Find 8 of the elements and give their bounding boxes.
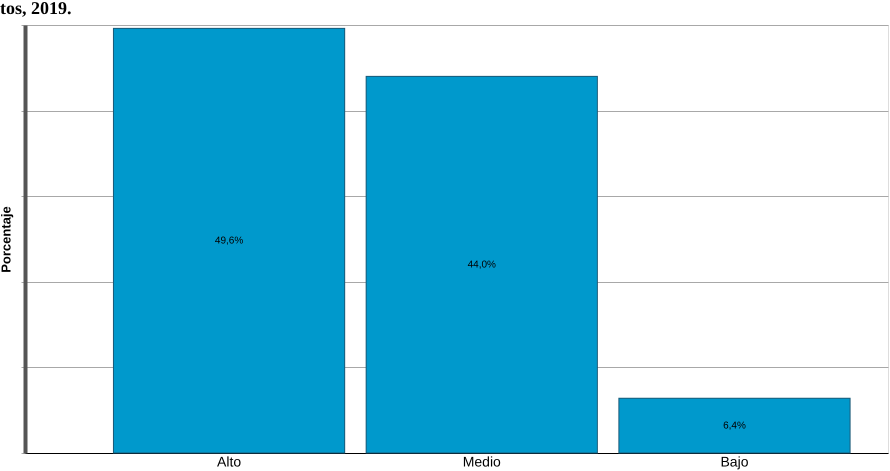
data-label: 49,6% [214, 236, 244, 247]
x-tick-label: Alto [217, 454, 242, 470]
x-tick-label: Medio [462, 454, 502, 470]
chart-title: tos, 2019. [0, 0, 72, 18]
y-axis-title: Porcentaje [0, 206, 14, 273]
x-tick-label: Bajo [720, 454, 749, 470]
data-label: 44,0% [468, 260, 496, 271]
data-label: 6,4% [723, 420, 746, 432]
